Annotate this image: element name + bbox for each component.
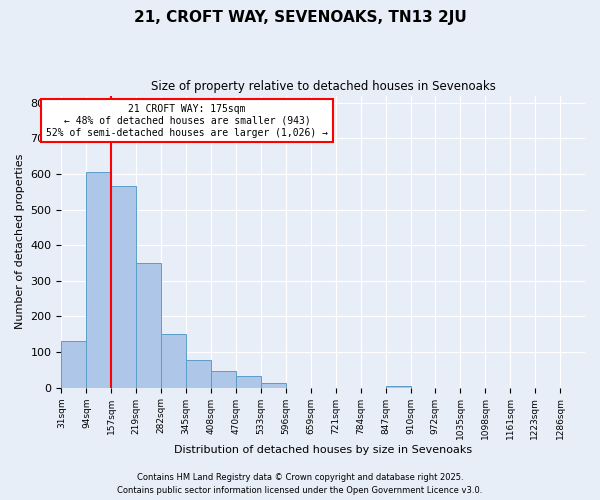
Bar <box>61 342 86 388</box>
Bar <box>186 360 211 388</box>
Bar <box>136 263 161 388</box>
Bar <box>236 376 261 388</box>
Bar <box>211 370 236 388</box>
Y-axis label: Number of detached properties: Number of detached properties <box>15 154 25 330</box>
Bar <box>161 334 186 388</box>
X-axis label: Distribution of detached houses by size in Sevenoaks: Distribution of detached houses by size … <box>174 445 472 455</box>
Text: 21, CROFT WAY, SEVENOAKS, TN13 2JU: 21, CROFT WAY, SEVENOAKS, TN13 2JU <box>134 10 466 25</box>
Bar <box>112 186 136 388</box>
Text: Contains HM Land Registry data © Crown copyright and database right 2025.
Contai: Contains HM Land Registry data © Crown c… <box>118 474 482 495</box>
Bar <box>261 383 286 388</box>
Bar <box>386 386 410 388</box>
Bar <box>86 172 112 388</box>
Text: 21 CROFT WAY: 175sqm
← 48% of detached houses are smaller (943)
52% of semi-deta: 21 CROFT WAY: 175sqm ← 48% of detached h… <box>46 104 328 138</box>
Title: Size of property relative to detached houses in Sevenoaks: Size of property relative to detached ho… <box>151 80 496 93</box>
